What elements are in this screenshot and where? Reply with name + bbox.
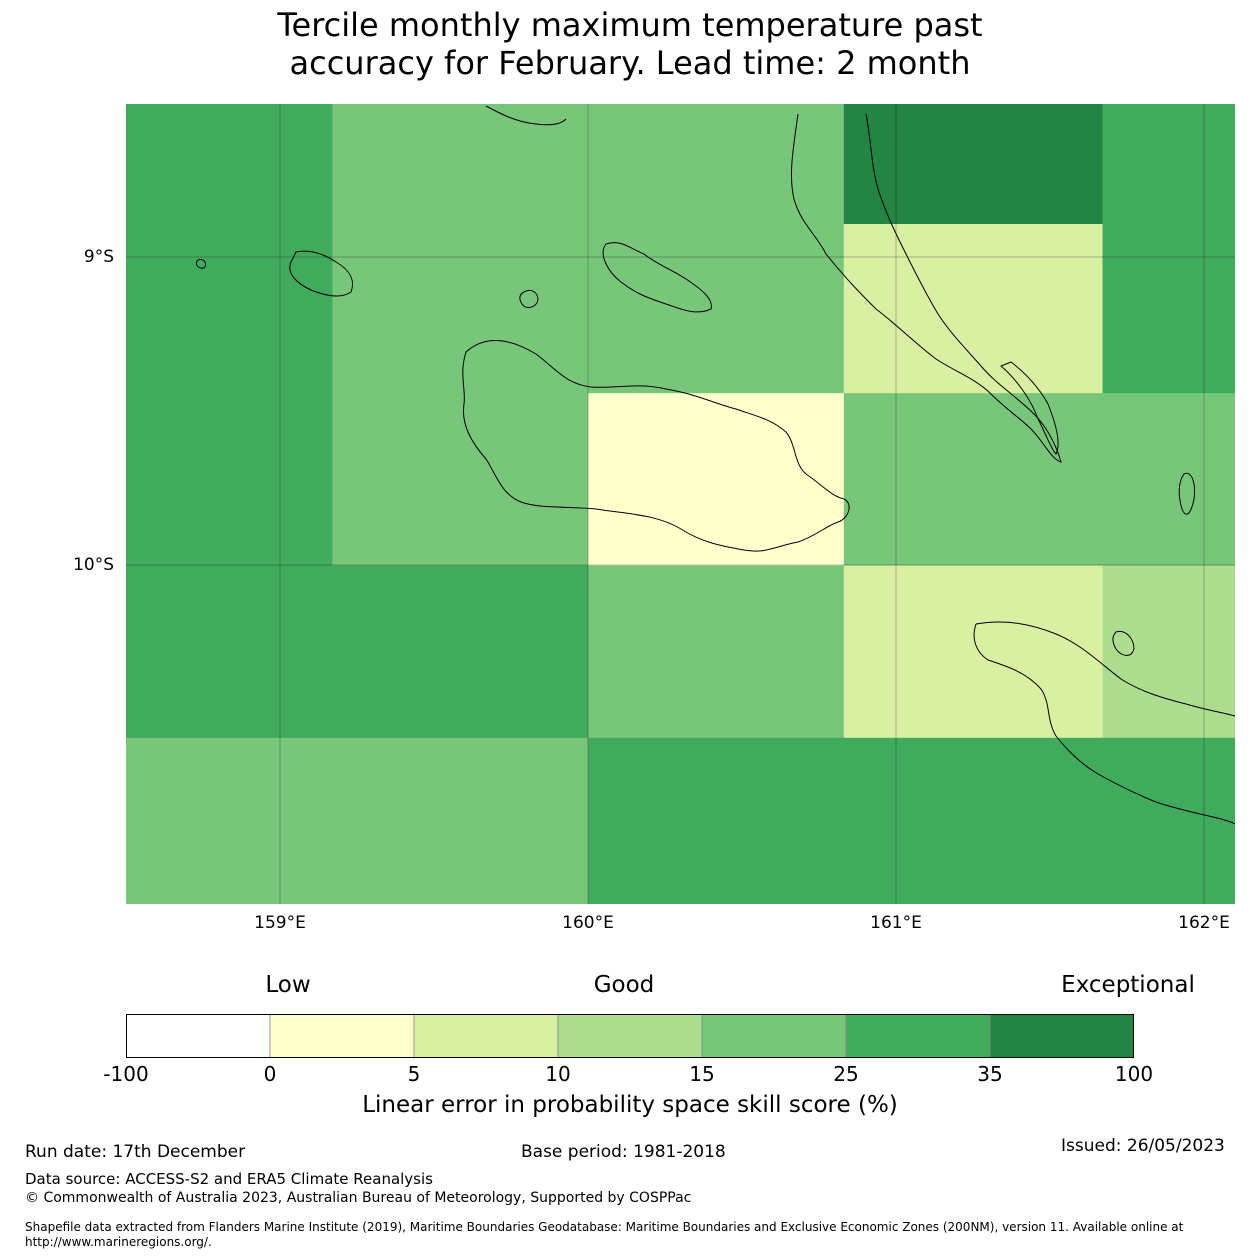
base-period: Base period: 1981-2018: [521, 1142, 726, 1162]
grid-cell: [1102, 565, 1235, 739]
issued-date: Issued: 26/05/2023: [1061, 1136, 1225, 1156]
title-line-1: Tercile monthly maximum temperature past: [277, 6, 983, 44]
colorbar-tick: 15: [689, 1062, 715, 1086]
grid-cell: [332, 224, 845, 394]
colorbar-title: Linear error in probability space skill …: [362, 1092, 898, 1118]
lon-label-160e: 160°E: [562, 913, 614, 933]
grid-cell: [843, 565, 1104, 739]
shapefile-credit: Shapefile data extracted from Flanders M…: [25, 1220, 1184, 1249]
coastline-savo: [519, 289, 539, 308]
grid-cell: [588, 393, 845, 566]
grid-cell: [588, 565, 845, 739]
coastline-russell-islands: [289, 250, 353, 297]
grid-cell: [588, 737, 1235, 904]
coastline-ngella-north: [485, 105, 567, 126]
grid-cell: [1102, 104, 1235, 225]
coastline-small-islet-west: [195, 259, 207, 269]
grid-cells: [126, 104, 1235, 904]
legend-category-low: Low: [265, 972, 311, 998]
lon-label-159e: 159°E: [254, 913, 306, 933]
colorbar-tick: -100: [103, 1062, 149, 1086]
lon-label-162e: 162°E: [1178, 913, 1230, 933]
colorbar-tick: 0: [263, 1062, 277, 1086]
legend-category-good: Good: [593, 972, 655, 998]
grid-cell: [843, 224, 1104, 394]
grid-cell: [1102, 224, 1235, 394]
coastline-guadalcanal: [462, 340, 850, 552]
coastline-malaita: [790, 113, 1062, 463]
grid-cell: [126, 565, 589, 739]
grid-cell: [126, 393, 333, 566]
colorbar-tick: 10: [545, 1062, 571, 1086]
grid-cell: [126, 224, 333, 394]
colorbar-segment: [989, 1014, 1134, 1058]
legend-category-exceptional: Exceptional: [1061, 972, 1195, 998]
colorbar-segment: [126, 1014, 271, 1058]
colorbar: [126, 1014, 1134, 1058]
lat-label-9s: 9°S: [83, 247, 114, 267]
skill-score-map: [126, 104, 1235, 904]
copyright: © Commonwealth of Australia 2023, Austra…: [25, 1190, 692, 1206]
colorbar-tick: 35: [977, 1062, 1003, 1086]
graticule-lines: [126, 104, 1235, 904]
coastline-ugi: [1112, 630, 1135, 656]
coastline-small-islet-east: [1178, 472, 1195, 515]
coastline-malaita-south: [1000, 361, 1059, 455]
title-line-2: accuracy for February. Lead time: 2 mont…: [289, 44, 971, 82]
lon-label-161e: 161°E: [870, 913, 922, 933]
colorbar-tick: 5: [407, 1062, 421, 1086]
coastlines: [195, 105, 1235, 825]
map-title: Tercile monthly maximum temperature past…: [0, 6, 1260, 82]
grid-cell: [843, 104, 1104, 225]
colorbar-tick: 25: [833, 1062, 859, 1086]
coastline-makira: [973, 621, 1235, 825]
colorbar-tick: 100: [1114, 1062, 1154, 1086]
lat-label-10s: 10°S: [73, 555, 114, 575]
grid-cell: [332, 104, 845, 225]
colorbar-segment: [413, 1014, 559, 1058]
data-source: Data source: ACCESS-S2 and ERA5 Climate …: [25, 1170, 433, 1188]
colorbar-segment: [701, 1014, 847, 1058]
grid-cell: [332, 393, 589, 566]
grid-cell: [126, 104, 333, 225]
grid-cell: [126, 737, 589, 904]
run-date: Run date: 17th December: [25, 1142, 246, 1162]
coastline-florida-islands: [602, 242, 712, 313]
colorbar-segment: [845, 1014, 991, 1058]
colorbar-segment: [557, 1014, 703, 1058]
colorbar-segment: [269, 1014, 415, 1058]
colorbar-border: [126, 1014, 1134, 1058]
